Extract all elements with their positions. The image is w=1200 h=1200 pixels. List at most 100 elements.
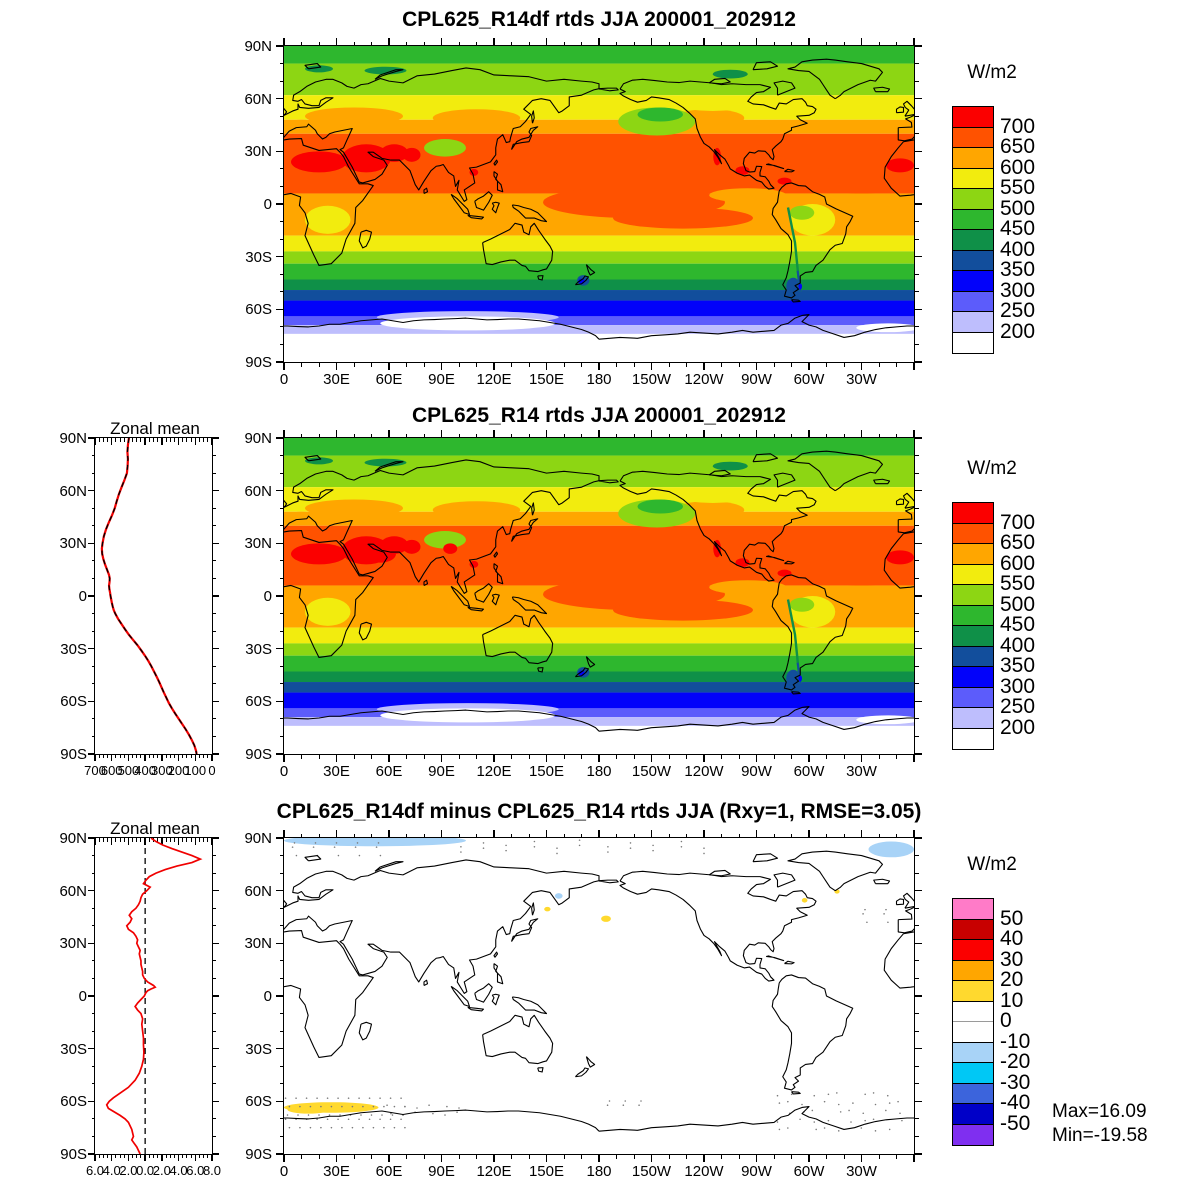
tick — [423, 41, 425, 46]
tick — [493, 754, 495, 762]
tick — [203, 1154, 205, 1158]
tick — [843, 433, 845, 438]
colorbar-swatch — [953, 544, 993, 565]
tick — [107, 754, 109, 758]
tick — [703, 754, 705, 762]
panel1-title: CPL625_R14df rtds JJA 200001_202912 — [402, 8, 796, 31]
tick — [914, 753, 922, 755]
tick — [914, 960, 919, 962]
tick — [914, 837, 922, 839]
tick — [914, 1118, 919, 1120]
tick — [212, 700, 219, 703]
tick — [153, 754, 154, 758]
tick — [914, 1030, 919, 1032]
tick — [668, 362, 670, 367]
tick — [545, 754, 548, 762]
colorbar-swatch — [953, 1042, 993, 1063]
tick — [279, 960, 284, 962]
lon-tick-label: 90E — [428, 371, 455, 388]
tick — [476, 833, 477, 838]
tick — [173, 438, 175, 442]
lon-tick-label: 180 — [586, 371, 612, 388]
tick — [668, 41, 670, 46]
tick — [914, 168, 919, 170]
tick — [738, 362, 740, 367]
lat-tick-label: 30N — [244, 935, 272, 953]
tick — [169, 1154, 171, 1158]
tick — [211, 1154, 213, 1161]
tick — [721, 833, 722, 838]
lon-tick-label: 0 — [279, 763, 289, 780]
tick — [563, 362, 565, 367]
tick — [279, 630, 284, 632]
tick — [668, 433, 670, 438]
colorbar-swatch — [953, 919, 993, 940]
tick — [211, 438, 213, 445]
tick — [279, 1013, 284, 1015]
lon-tick-label: 30E — [323, 1163, 350, 1180]
lat-tick-label: 60S — [245, 1093, 272, 1111]
colorbar-swatch — [953, 1083, 993, 1104]
tick — [878, 1154, 880, 1159]
tick — [458, 1154, 460, 1159]
tick — [703, 1154, 705, 1162]
tick — [279, 80, 284, 82]
colorbar-tick-label: 350 — [1000, 258, 1036, 281]
tick — [914, 185, 919, 187]
tick — [388, 38, 390, 46]
colorbar-swatch — [953, 189, 993, 210]
colorbar-tick-label: 400 — [1000, 633, 1036, 657]
tick — [123, 438, 125, 442]
colorbar-tick-label: 350 — [1000, 654, 1036, 677]
tick — [808, 362, 810, 370]
tick — [194, 838, 196, 845]
tick — [598, 362, 600, 370]
tick — [476, 754, 477, 759]
colorbar-tick-label: 550 — [1000, 176, 1036, 199]
tick — [140, 1154, 142, 1158]
tick — [843, 1154, 845, 1159]
tick — [860, 830, 863, 838]
tick — [353, 41, 355, 46]
tick — [545, 38, 548, 46]
zonal-x-tick-label: 0 — [208, 763, 216, 778]
zonal-x-tick-label: 700 — [84, 763, 106, 778]
tick — [279, 613, 284, 615]
tick — [773, 362, 775, 367]
tick — [493, 430, 495, 438]
tick — [119, 754, 121, 758]
tick — [318, 1154, 320, 1159]
tick — [279, 472, 284, 474]
tick — [598, 430, 600, 438]
tick — [212, 907, 216, 909]
tick — [914, 203, 922, 205]
tick — [914, 1100, 922, 1103]
tick — [686, 41, 687, 46]
tick — [279, 718, 284, 720]
tick — [633, 833, 635, 838]
tick — [686, 433, 687, 438]
tick — [279, 507, 284, 509]
zonal-lat-tick-label: 60S — [60, 1093, 87, 1111]
colorbar-swatch — [953, 646, 993, 667]
tick — [914, 718, 919, 720]
zonal-lat-tick-label: 60N — [59, 482, 87, 500]
tick — [423, 1154, 425, 1159]
colorbar-panel2 — [952, 502, 994, 750]
tick — [493, 38, 495, 46]
tick — [182, 438, 184, 442]
tick — [633, 41, 635, 46]
tick — [157, 438, 159, 442]
tick — [301, 362, 302, 367]
panel2-colorbar-units: W/m2 — [967, 458, 1017, 479]
tick — [914, 115, 919, 117]
tick — [212, 942, 219, 945]
panel2-title: CPL625_R14 rtds JJA 200001_202912 — [412, 404, 786, 427]
tick — [914, 1135, 919, 1137]
tick — [458, 433, 460, 438]
tick — [826, 362, 827, 367]
tick — [650, 1154, 653, 1162]
tick — [301, 41, 302, 46]
tick — [91, 735, 95, 737]
